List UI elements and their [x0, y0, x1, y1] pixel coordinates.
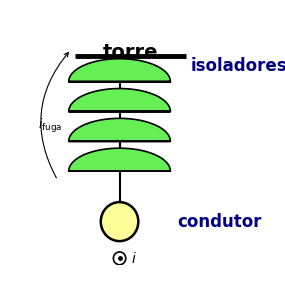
Text: torre: torre	[103, 43, 158, 62]
Circle shape	[113, 252, 126, 265]
Polygon shape	[69, 59, 170, 82]
Polygon shape	[69, 148, 170, 171]
Text: isoladores: isoladores	[190, 57, 285, 74]
Text: $i$: $i$	[131, 251, 137, 266]
Polygon shape	[69, 118, 170, 141]
Polygon shape	[69, 89, 170, 111]
Circle shape	[101, 202, 138, 241]
Text: $i_{\mathrm{fuga}}$: $i_{\mathrm{fuga}}$	[38, 117, 62, 135]
Text: condutor: condutor	[177, 212, 261, 231]
